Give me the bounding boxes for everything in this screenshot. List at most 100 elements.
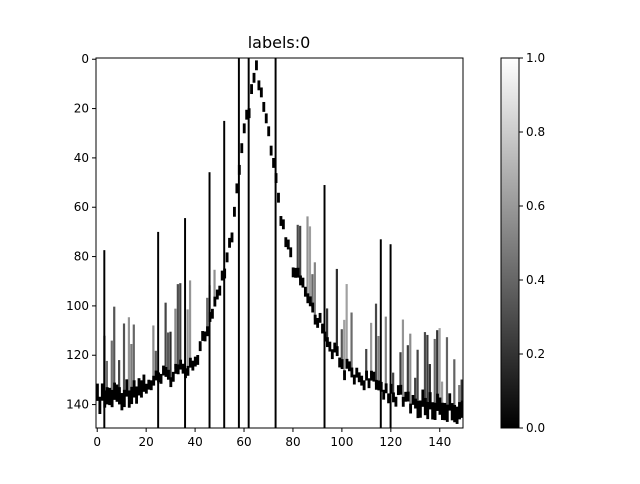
heatmap-ridge-cell	[259, 87, 263, 98]
heatmap-ridge-cell	[443, 402, 447, 421]
heatmap-ridge-cell	[311, 302, 315, 313]
y-axis: 0 20 40 60 80 100 120 140	[66, 52, 96, 412]
heatmap-ridge-cell	[140, 380, 143, 398]
plot-frame	[95, 57, 464, 429]
heatmap-spike-cell	[414, 377, 417, 404]
heatmap-spike-cell	[458, 385, 461, 411]
heatmap-ridge-cell	[201, 331, 205, 341]
y-tick-label: 20	[74, 102, 89, 116]
heatmap-ridge-cell	[257, 80, 261, 91]
heatmap-spike-cell	[105, 360, 108, 396]
heatmap-dark-column	[323, 185, 326, 428]
heatmap-spike-cell	[325, 308, 329, 343]
heatmap-dark-column	[237, 58, 240, 428]
heatmap-ridge-cell	[118, 387, 121, 405]
heatmap-spike-cell	[188, 280, 192, 363]
heatmap-ridge-cell	[279, 216, 283, 226]
heatmap-ridge-cell	[135, 386, 138, 404]
heatmap-ridge-cell	[159, 373, 163, 384]
colorbar: 0.0 0.2 0.4 0.6 0.8 1.0	[500, 51, 545, 435]
heatmap-dark-column	[157, 231, 160, 428]
y-tick-label: 80	[74, 250, 89, 264]
heatmap-ridge-cell	[294, 267, 298, 278]
heatmap-spike-cell	[436, 330, 439, 403]
heatmap-ridge-cell	[313, 314, 317, 325]
heatmap-ridge-cell	[272, 158, 276, 168]
heatmap-spike-cell	[166, 332, 170, 375]
heatmap-ridge-cell	[450, 403, 454, 421]
heatmap-spike-cell	[213, 269, 216, 302]
heatmap-spike-cell	[406, 345, 409, 397]
heatmap-ridge-cell	[115, 384, 119, 402]
heatmap-ridge-cell	[210, 308, 214, 319]
colorbar-tick-label: 0.4	[526, 273, 545, 287]
heatmap-ridge-cell	[394, 396, 398, 407]
heatmap-ridge-cell	[215, 289, 219, 300]
heatmap-spike-cell	[392, 372, 395, 398]
heatmap-ridge-cell	[132, 380, 136, 398]
heatmap-ridge-cell	[399, 384, 403, 395]
heatmap-ridge-cell	[384, 383, 388, 394]
heatmap-spike-cell	[296, 224, 299, 273]
heatmap-ridge-cell	[176, 364, 180, 375]
heatmap-dark-column	[389, 244, 392, 428]
x-axis: 0 20 40 60 80 100 120 140	[93, 428, 451, 449]
heatmap-ridge-cell	[301, 277, 305, 288]
heatmap-dark-column	[208, 172, 211, 428]
heatmap-ridge-cell	[350, 367, 354, 378]
heatmap-ridge-cell	[382, 389, 386, 400]
heatmap-ridge-cell	[438, 397, 442, 415]
heatmap-ridge-cell	[372, 371, 376, 382]
heatmap-spike-cell	[118, 360, 121, 396]
heatmap-dark-column	[103, 250, 106, 428]
heatmap-ridge-cell	[284, 237, 288, 248]
heatmap-spike-cell	[132, 324, 135, 389]
heatmap-ridge-cell	[233, 206, 236, 217]
heatmap-spike-cell	[186, 309, 189, 371]
heatmap-spike-cell	[299, 225, 302, 281]
y-tick-label: 120	[66, 348, 89, 362]
heatmap-spike-cell	[350, 312, 353, 373]
heatmap-ridge-cell	[367, 378, 371, 389]
heatmap-ridge-cell	[409, 403, 413, 414]
heatmap-ridge-cell	[352, 374, 356, 385]
heatmap-spike-cell	[453, 359, 456, 414]
heatmap-spike-cell	[423, 332, 427, 407]
x-tick-label: 0	[93, 435, 101, 449]
heatmap-ridge-cell	[110, 389, 114, 408]
heatmap-background	[96, 58, 463, 428]
heatmap-dark-column	[184, 218, 187, 428]
heatmap-ridge-cell	[299, 275, 302, 286]
heatmap-ridge-cell	[289, 247, 293, 258]
heatmap-ridge-cell	[252, 72, 256, 83]
heatmap-ridge-cell	[328, 341, 332, 352]
heatmap-dark-column	[274, 58, 277, 428]
y-tick-label: 100	[66, 299, 89, 313]
heatmap-ridge-cell	[120, 393, 124, 411]
colorbar-tick-label: 0.6	[526, 199, 545, 213]
heatmap-ridge-cell	[436, 393, 439, 411]
colorbar-tick-label: 0.0	[526, 421, 545, 435]
heatmap-spike-cell	[169, 331, 172, 383]
y-tick-label: 60	[74, 200, 89, 214]
heatmap-plot	[96, 58, 464, 429]
heatmap-ridge-cell	[108, 387, 112, 406]
heatmap-ridge-cell	[431, 402, 435, 420]
heatmap-ridge-cell	[255, 60, 258, 71]
heatmap-ridge-cell	[286, 239, 290, 250]
heatmap-dark-column	[379, 239, 382, 428]
heatmap-spike-cell	[399, 352, 402, 390]
heatmap-spike-cell	[127, 317, 131, 400]
heatmap-ridge-cell	[458, 402, 461, 420]
heatmap-ridge-cell	[105, 387, 109, 405]
heatmap-spike-cell	[313, 262, 316, 320]
heatmap-ridge-cell	[137, 378, 141, 396]
y-tick-label: 40	[74, 151, 89, 165]
heatmap-spike-cell	[340, 329, 343, 365]
x-tick-label: 60	[236, 435, 251, 449]
heatmap-ridge-cell	[147, 379, 151, 390]
heatmap-spike-cell	[370, 322, 373, 376]
heatmap-spike-cell	[130, 343, 133, 396]
heatmap-ridge-cell	[303, 286, 307, 297]
heatmap-spike-cell	[122, 323, 126, 399]
